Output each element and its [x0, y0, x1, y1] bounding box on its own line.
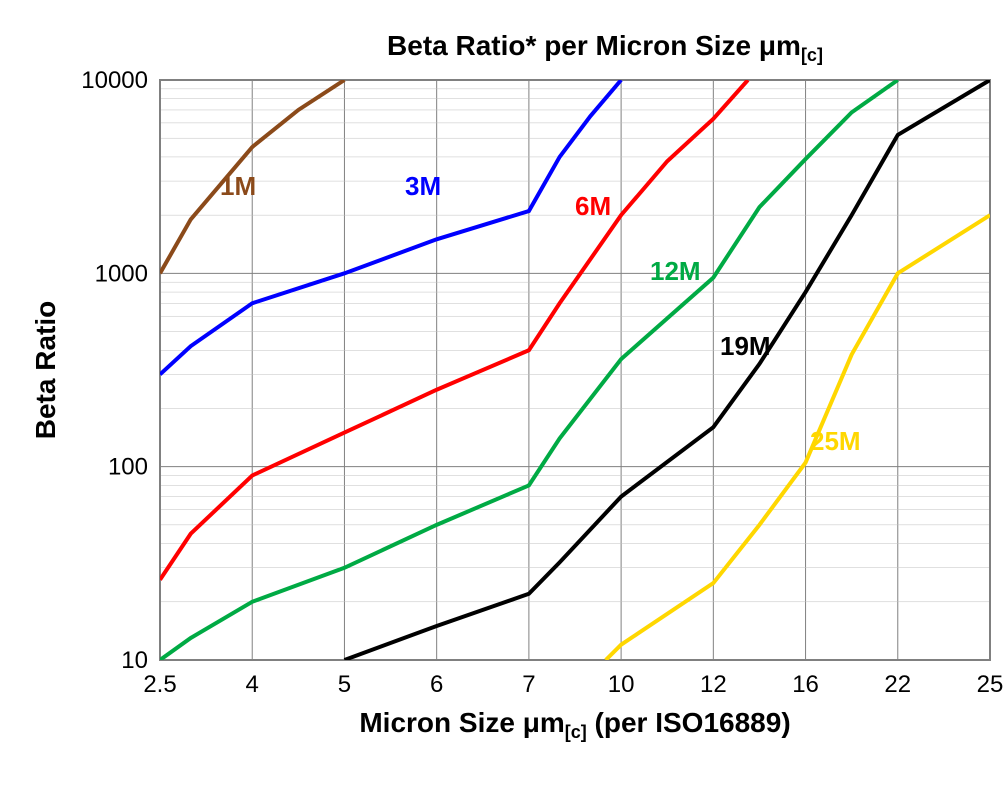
x-tick-label: 16: [792, 671, 819, 698]
x-tick-label: 4: [246, 671, 259, 698]
chart-title: Beta Ratio* per Micron Size μm[c]: [387, 30, 823, 65]
x-tick-label: 2.5: [143, 671, 176, 698]
grid: [160, 80, 990, 660]
chart-container: 1M 3M 6M 12M 19M 25M 2.5 4 5 6 7 10 12 16 22 25 10 100 100…: [20, 20, 1008, 766]
y-tick-label: 100: [108, 454, 148, 481]
x-tick-label: 25: [977, 671, 1004, 698]
series-line-3M: [160, 80, 621, 374]
series-group: [160, 80, 990, 660]
x-tick-label: 10: [608, 671, 635, 698]
series-label-25M: 25M: [810, 426, 861, 456]
series-line-6M: [160, 80, 748, 580]
x-tick-label: 6: [430, 671, 443, 698]
x-tick-label: 22: [884, 671, 911, 698]
x-tick-label: 5: [338, 671, 351, 698]
series-label-19M: 19M: [720, 331, 771, 361]
y-axis-label: Beta Ratio: [30, 301, 61, 439]
chart-svg: 1M 3M 6M 12M 19M 25M 2.5 4 5 6 7 10 12 16 22 25 10 100 100…: [20, 20, 1008, 766]
x-axis-label: Micron Size μm[c] (per ISO16889): [359, 707, 790, 742]
y-tick-label: 10: [121, 647, 148, 674]
series-label-1M: 1M: [220, 171, 256, 201]
series-line-19M: [344, 80, 990, 660]
y-tick-label: 1000: [95, 260, 148, 287]
x-tick-label: 12: [700, 671, 727, 698]
series-label-12M: 12M: [650, 256, 701, 286]
plot-border: [160, 80, 990, 660]
y-tick-label: 10000: [81, 67, 148, 94]
series-label-6M: 6M: [575, 191, 611, 221]
series-label-3M: 3M: [405, 171, 441, 201]
x-tick-label: 7: [522, 671, 535, 698]
